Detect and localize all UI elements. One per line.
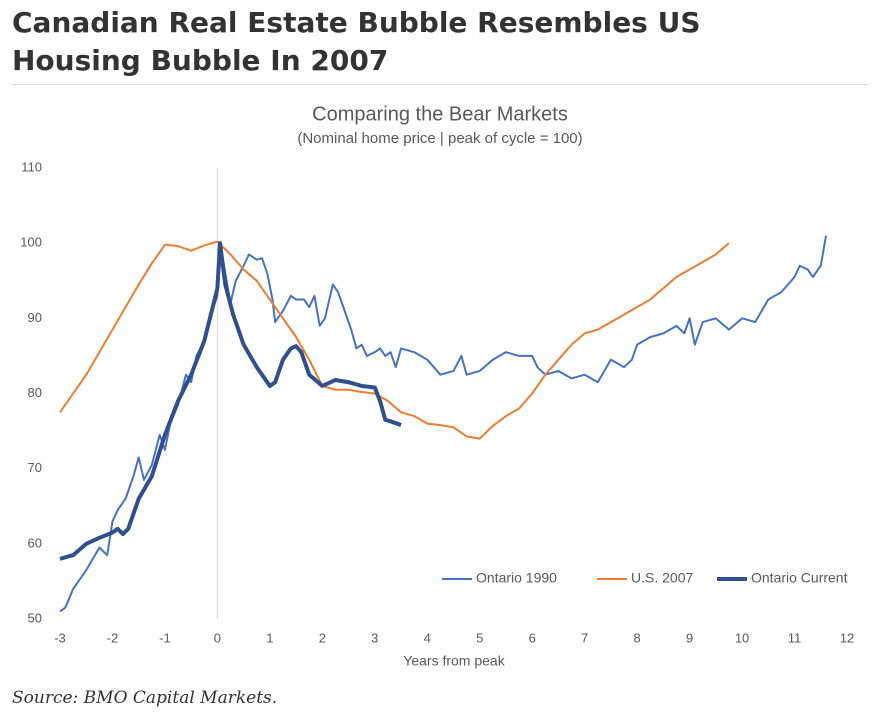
legend-label: Ontario Current <box>751 570 848 586</box>
x-tick-label: 7 <box>581 630 588 645</box>
x-tick-label: 3 <box>371 630 378 645</box>
x-tick-label: -3 <box>54 630 66 645</box>
source: Source: BMO Capital Markets. <box>12 688 278 708</box>
legend-label: Ontario 1990 <box>476 570 557 586</box>
x-tick-label: 10 <box>735 630 749 645</box>
x-tick-label: 4 <box>424 630 431 645</box>
x-tick-label: 9 <box>686 630 693 645</box>
y-tick-label: 50 <box>28 610 42 625</box>
chart: Comparing the Bear Markets (Nominal home… <box>20 103 854 669</box>
chart-subtitle: (Nominal home price | peak of cycle = 10… <box>297 130 582 147</box>
x-tick-label: -1 <box>159 630 171 645</box>
x-tick-label: 2 <box>319 630 326 645</box>
x-tick-label: 6 <box>529 630 536 645</box>
divider <box>12 84 868 85</box>
x-tick-label: -2 <box>107 630 119 645</box>
x-axis-label: Years from peak <box>403 653 505 669</box>
y-tick-label: 80 <box>28 385 42 400</box>
y-tick-label: 110 <box>21 159 42 174</box>
series-line <box>59 235 827 613</box>
y-tick-label: 90 <box>28 310 42 325</box>
y-tick-label: 60 <box>28 535 42 550</box>
x-tick-label: 5 <box>476 630 483 645</box>
y-tick-label: 100 <box>20 235 42 250</box>
series-line <box>59 240 730 440</box>
x-tick-label: 8 <box>634 630 641 645</box>
x-tick-label: 1 <box>266 630 273 645</box>
chart-title: Comparing the Bear Markets <box>312 103 568 125</box>
y-tick-label: 70 <box>28 460 42 475</box>
series-line <box>59 241 402 561</box>
x-tick-label: 0 <box>214 630 221 645</box>
x-tick-label: 11 <box>788 630 802 645</box>
legend-label: U.S. 2007 <box>631 570 693 586</box>
x-tick-label: 12 <box>840 630 854 645</box>
page-title: Canadian Real Estate Bubble Resembles US… <box>12 6 701 77</box>
